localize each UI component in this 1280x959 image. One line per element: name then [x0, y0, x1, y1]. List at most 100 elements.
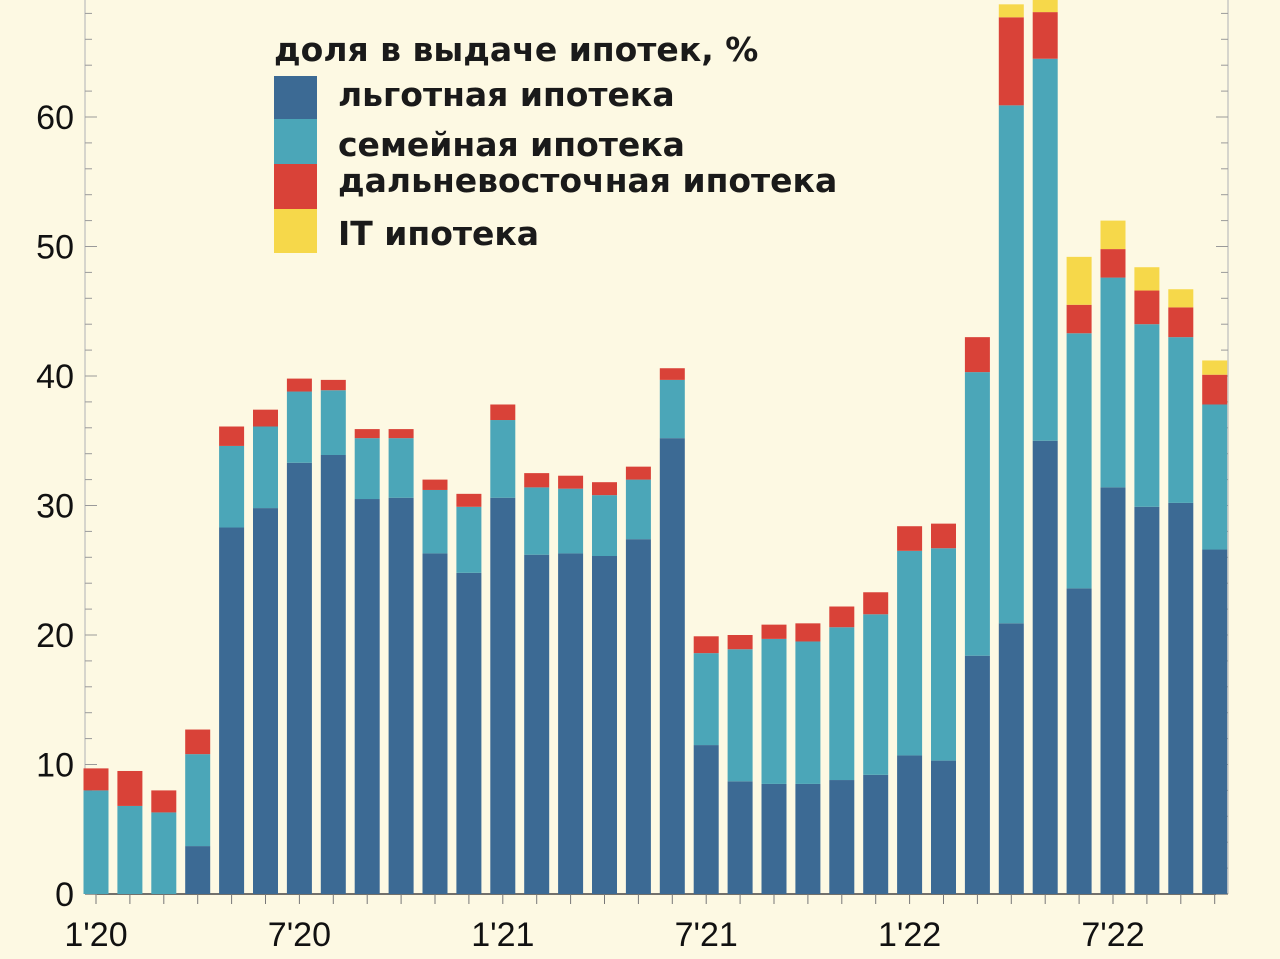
bar-segment-semeinaya: [1168, 337, 1194, 503]
legend-title: доля в выдаче ипотек, %: [274, 30, 758, 69]
bar-segment-lgotnaya: [1202, 549, 1228, 894]
legend-swatch-it: [274, 209, 317, 253]
bar-segment-semeinaya: [1134, 324, 1160, 507]
bar-segment-semeinaya: [829, 627, 855, 781]
bar-segment-lgotnaya: [354, 499, 380, 894]
bar-segment-semeinaya: [1066, 333, 1092, 589]
bar-segment-semeinaya: [659, 379, 685, 439]
bar-segment-dalnevostochnaya: [1066, 304, 1092, 334]
bar-segment-dalnevostochnaya: [1100, 249, 1126, 278]
bar-segment-lgotnaya: [456, 572, 482, 894]
bar-segment-semeinaya: [727, 649, 753, 782]
bar-segment-lgotnaya: [490, 497, 516, 894]
bar-segment-lgotnaya: [253, 508, 278, 894]
bar-segment-dalnevostochnaya: [354, 429, 380, 439]
bar-segment-dalnevostochnaya: [286, 378, 312, 392]
bar-segment-dalnevostochnaya: [693, 636, 719, 654]
y-tick-label: 60: [36, 99, 74, 137]
bar-segment-dalnevostochnaya: [1202, 374, 1228, 405]
bar-segment-dalnevostochnaya: [320, 379, 346, 391]
bar-segment-dalnevostochnaya: [388, 429, 414, 439]
legend: доля в выдаче ипотек, % льготная ипотека…: [274, 30, 837, 253]
bar-segment-semeinaya: [185, 754, 211, 847]
y-tick-label: 10: [36, 747, 74, 785]
bar-segment-dalnevostochnaya: [625, 466, 651, 480]
x-tick-label: 1'22: [878, 916, 941, 954]
bar-segment-dalnevostochnaya: [863, 592, 889, 615]
bar-segment-lgotnaya: [897, 755, 923, 894]
bar-segment-dalnevostochnaya: [524, 473, 550, 488]
bar-segment-lgotnaya: [1032, 440, 1058, 894]
bar-segment-dalnevostochnaya: [795, 623, 821, 642]
bar-segment-semeinaya: [693, 653, 719, 746]
bar-segment-lgotnaya: [693, 745, 719, 894]
bar-segment-dalnevostochnaya: [727, 635, 753, 650]
bar-segment-lgotnaya: [931, 760, 956, 894]
bar-segment-dalnevostochnaya: [998, 17, 1024, 106]
bar-segment-it: [1168, 289, 1194, 308]
bar-segment-semeinaya: [219, 445, 245, 528]
bars-layer: [83, 0, 1228, 894]
bar-segment-dalnevostochnaya: [1134, 290, 1160, 325]
bar-segment-semeinaya: [1202, 404, 1228, 550]
bar-segment-lgotnaya: [795, 783, 821, 894]
bar-segment-dalnevostochnaya: [592, 482, 617, 496]
bar-segment-semeinaya: [863, 614, 889, 775]
bar-segment-it: [1202, 360, 1228, 375]
bar-segment-semeinaya: [931, 548, 956, 761]
bar-segment-lgotnaya: [863, 774, 889, 894]
bar-segment-lgotnaya: [219, 527, 245, 894]
bar-segment-lgotnaya: [592, 556, 617, 894]
bar-segment-dalnevostochnaya: [422, 479, 448, 490]
y-tick-label: 50: [36, 229, 74, 267]
bar-segment-semeinaya: [388, 438, 414, 498]
bar-segment-semeinaya: [625, 479, 651, 540]
bar-segment-lgotnaya: [185, 846, 211, 894]
bar-segment-it: [1100, 220, 1126, 250]
bar-segment-semeinaya: [1100, 277, 1126, 488]
bar-segment-dalnevostochnaya: [659, 368, 685, 380]
legend-label-it: IT ипотека: [338, 214, 539, 253]
bar-segment-lgotnaya: [625, 539, 651, 894]
bar-segment-lgotnaya: [388, 497, 414, 894]
y-tick-label: 40: [36, 358, 74, 396]
bar-segment-lgotnaya: [286, 462, 312, 894]
bar-segment-dalnevostochnaya: [829, 606, 855, 628]
bar-segment-dalnevostochnaya: [1032, 12, 1058, 59]
legend-label-lgotnaya: льготная ипотека: [338, 75, 675, 114]
bar-segment-semeinaya: [897, 550, 923, 756]
bar-segment-lgotnaya: [1168, 502, 1194, 894]
legend-swatch-semeinaya: [274, 119, 317, 164]
tick-labels-layer: 0 10 20 30 40 50 60 1'20 7'20 1'21 7'21 1'22 7'22: [36, 99, 1144, 954]
bar-segment-dalnevostochnaya: [151, 790, 177, 813]
bar-segment-lgotnaya: [1134, 506, 1160, 894]
bar-segment-lgotnaya: [659, 438, 685, 894]
legend-label-semeinaya: семейная ипотека: [338, 125, 685, 164]
bar-segment-semeinaya: [422, 489, 448, 554]
bar-segment-dalnevostochnaya: [456, 493, 482, 507]
bar-segment-semeinaya: [354, 438, 380, 500]
bar-segment-semeinaya: [524, 487, 550, 555]
bar-segment-dalnevostochnaya: [931, 523, 956, 549]
bar-segment-dalnevostochnaya: [897, 526, 923, 551]
legend-label-dalnevostochnaya: дальневосточная ипотека: [338, 161, 837, 200]
legend-swatch-dalnevostochnaya: [274, 164, 317, 209]
bar-segment-it: [1066, 256, 1092, 305]
bar-segment-dalnevostochnaya: [490, 404, 516, 421]
bar-segment-lgotnaya: [320, 454, 346, 894]
bar-segment-lgotnaya: [829, 780, 855, 894]
bar-segment-lgotnaya: [1100, 487, 1126, 894]
bar-segment-dalnevostochnaya: [558, 475, 584, 489]
bar-segment-dalnevostochnaya: [219, 426, 245, 446]
x-tick-label: 7'20: [268, 916, 331, 954]
bar-segment-dalnevostochnaya: [1168, 307, 1194, 338]
bar-segment-semeinaya: [320, 390, 346, 455]
bar-segment-semeinaya: [1032, 58, 1058, 441]
bar-segment-semeinaya: [456, 506, 482, 573]
bar-segment-semeinaya: [964, 372, 990, 656]
bar-segment-lgotnaya: [998, 623, 1024, 894]
bar-segment-lgotnaya: [558, 553, 584, 894]
y-tick-label: 30: [36, 488, 74, 526]
x-tick-label: 1'20: [64, 916, 127, 954]
bar-segment-semeinaya: [795, 641, 821, 784]
